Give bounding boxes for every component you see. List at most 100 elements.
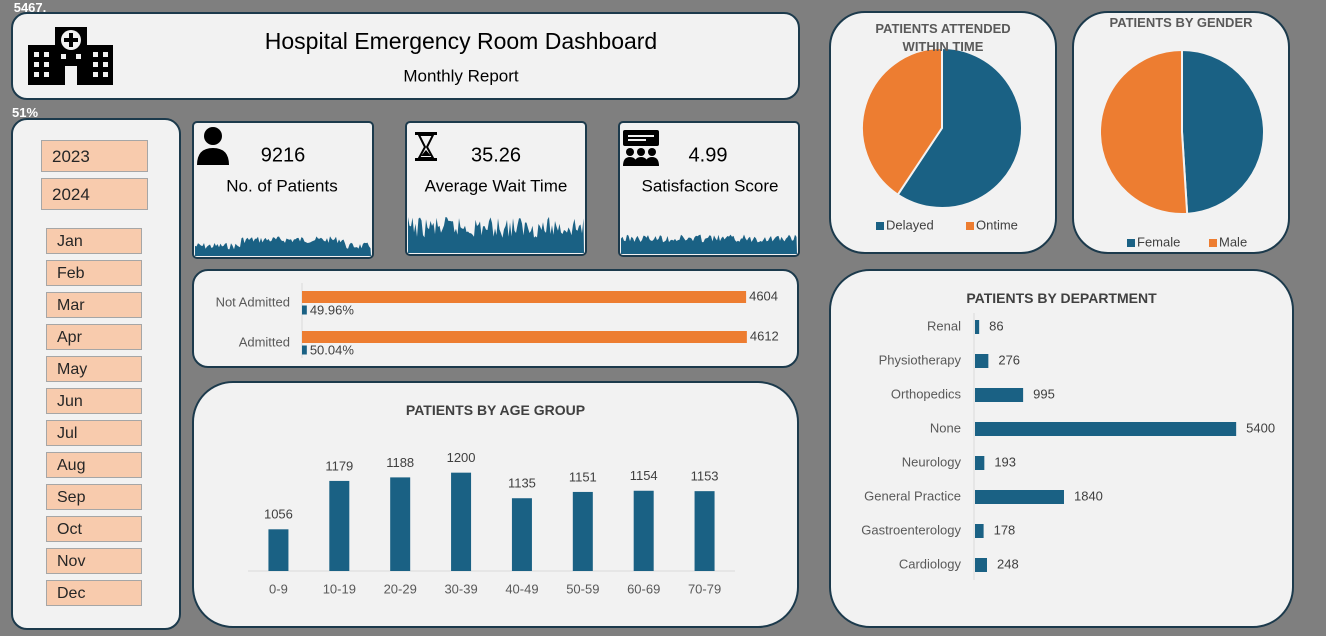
value-label: 1154 [630, 468, 658, 483]
bar [302, 345, 307, 355]
bar [975, 388, 1024, 402]
category-label: Gastroenterology [861, 522, 961, 537]
value-label: 4612 [750, 328, 779, 343]
department-card [829, 269, 1294, 628]
year-button[interactable]: 2024 [41, 178, 148, 210]
value-label: 49.96% [310, 302, 355, 317]
kpi-value: 4.99 [689, 144, 728, 166]
kpi-value: 35.26 [471, 144, 521, 166]
bar [390, 477, 411, 571]
category-label: Orthopedics [891, 386, 962, 401]
category-label: Renal [927, 318, 961, 333]
legend-label: Ontime [976, 217, 1018, 232]
kpi-value: 9216 [261, 144, 306, 166]
sparkline-decoration [621, 234, 797, 254]
chart-title: PATIENTS ATTENDED WITHIN TIME [875, 21, 1011, 54]
dashboard-subtitle: Monthly Report [403, 66, 519, 85]
kpi-label: Average Wait Time [425, 176, 568, 195]
bar [302, 291, 747, 303]
bar [975, 320, 980, 334]
patient-icon [197, 127, 229, 165]
chart-title: PATIENTS BY AGE GROUP [405, 402, 586, 418]
month-button[interactable]: Mar [46, 292, 142, 318]
value-label: 1200 [447, 450, 476, 465]
category-label: 40-49 [505, 581, 538, 596]
month-button[interactable]: Dec [46, 580, 142, 606]
pie-slice [896, 46, 1023, 209]
value-label: 178 [994, 522, 1016, 537]
value-label: 1135 [508, 476, 536, 491]
value-label: 4604 [749, 288, 778, 303]
value-label: 248 [997, 556, 1019, 571]
category-label: Not Admitted [216, 294, 290, 309]
month-button[interactable]: Aug [46, 452, 142, 478]
value-label: 1179 [325, 458, 353, 473]
month-button[interactable]: Nov [46, 548, 142, 574]
bar [268, 529, 289, 571]
kpi-label: Satisfaction Score [641, 176, 778, 195]
category-label: None [930, 420, 961, 435]
month-button[interactable]: Apr [46, 324, 142, 350]
legend-swatch [1127, 239, 1135, 247]
chart-title: PATIENTS BY DEPARTMENT [966, 290, 1157, 306]
category-label: 30-39 [444, 581, 477, 596]
category-label: Admitted [239, 334, 290, 349]
hospital-icon [28, 27, 113, 85]
value-label: 1153 [691, 469, 719, 484]
hourglass-icon [415, 132, 437, 161]
bar [511, 498, 532, 571]
legend-label: Female [1137, 234, 1180, 249]
year-button[interactable]: 2023 [41, 140, 148, 172]
category-label: 10-19 [323, 581, 356, 596]
month-button[interactable]: Oct [46, 516, 142, 542]
legend-swatch [876, 222, 884, 230]
value-label: 86 [989, 318, 1003, 333]
pie-slice [1181, 48, 1265, 215]
value-label: 1056 [264, 507, 293, 522]
legend-label: Male [1219, 234, 1247, 249]
chart-title: PATIENTS BY GENDER [1109, 15, 1253, 30]
category-label: General Practice [864, 488, 961, 503]
category-label: 60-69 [627, 581, 660, 596]
value-label: 5400 [1246, 420, 1275, 435]
value-label: 995 [1033, 386, 1055, 401]
kpi-card [618, 121, 800, 257]
bar [694, 491, 715, 571]
value-label: 1151 [569, 469, 597, 484]
category-label: 20-29 [384, 581, 417, 596]
bar [633, 490, 654, 571]
month-button[interactable]: May [46, 356, 142, 382]
admission-card [192, 269, 799, 368]
month-button[interactable]: Sep [46, 484, 142, 510]
bar [302, 305, 307, 315]
legend-swatch [966, 222, 974, 230]
bar [572, 491, 593, 571]
category-label: 0-9 [269, 581, 288, 596]
bar [302, 331, 747, 343]
category-label: Cardiology [899, 556, 962, 571]
pie-slice [861, 46, 943, 197]
month-button[interactable]: Jul [46, 420, 142, 446]
value-label: 1188 [386, 455, 414, 470]
bar [975, 422, 1237, 436]
month-button[interactable]: Feb [46, 260, 142, 286]
month-button[interactable]: Jun [46, 388, 142, 414]
bar [975, 490, 1064, 504]
value-label: 51% [11, 104, 39, 120]
dashboard-title: Hospital Emergency Room Dashboard [265, 28, 657, 54]
legend-label: Delayed [886, 217, 934, 232]
value-label: 276 [998, 352, 1020, 367]
value-label: 1840 [1074, 488, 1103, 503]
sparkline-decoration [408, 216, 584, 253]
category-label: Physiotherapy [879, 352, 962, 367]
bar [451, 472, 472, 571]
presentation-icon [623, 130, 659, 166]
category-label: 50-59 [566, 581, 599, 596]
month-button[interactable]: Jan [46, 228, 142, 254]
kpi-label: No. of Patients [226, 176, 338, 195]
legend-swatch [1209, 239, 1217, 247]
bar [975, 354, 989, 368]
bar [975, 558, 987, 572]
category-label: 70-79 [688, 581, 721, 596]
